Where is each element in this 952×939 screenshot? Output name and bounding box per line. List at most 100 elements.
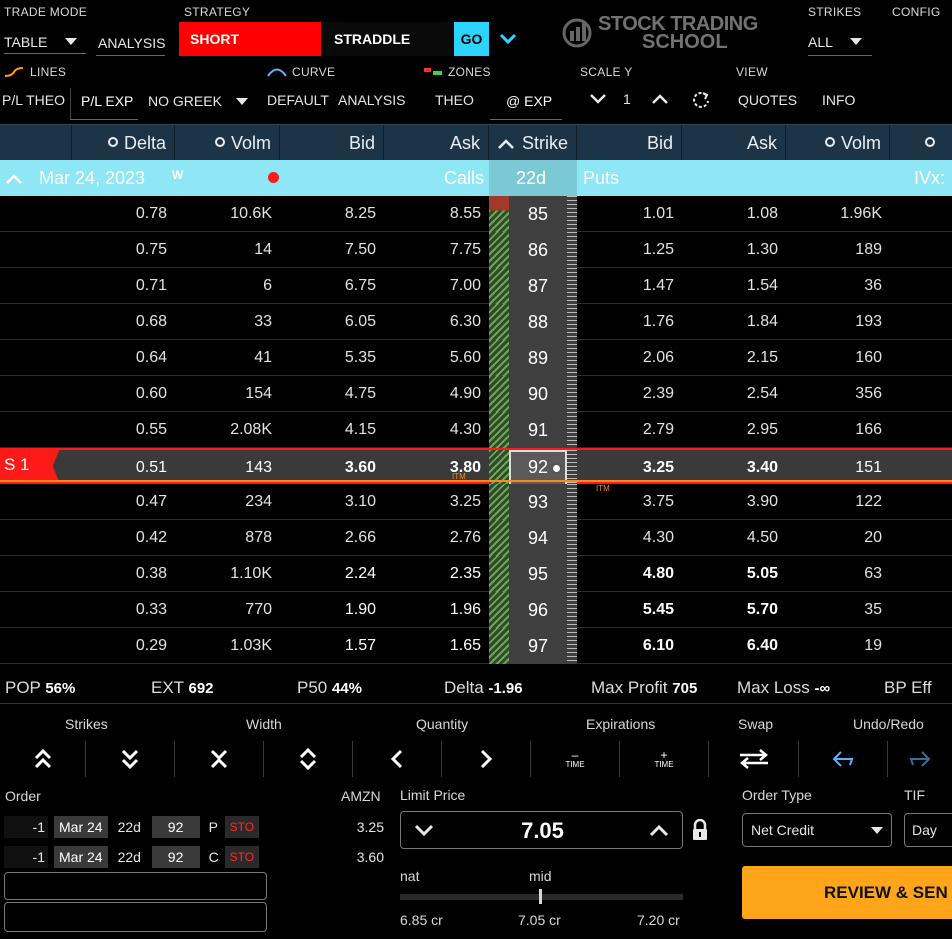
analysis-tab[interactable]: ANALYSIS <box>96 30 165 56</box>
put-ask[interactable]: 3.40 <box>746 459 778 476</box>
table-row[interactable]: 0.75 14 7.50 7.75 1.25 1.30 189 86 <box>0 232 952 268</box>
table-row[interactable]: 0.29 1.03K 1.57 1.65 6.10 6.40 19 97 <box>0 628 952 664</box>
call-ask[interactable]: 1.65 <box>449 637 481 654</box>
call-bid[interactable]: 7.50 <box>344 241 376 258</box>
table-row[interactable]: 0.33 770 1.90 1.96 5.45 5.70 35 96 <box>0 592 952 628</box>
header-put-bid[interactable]: Bid <box>577 125 682 161</box>
strike-price[interactable]: 85 <box>509 196 567 232</box>
put-bid[interactable]: 1.76 <box>642 313 674 330</box>
chevron-down-icon[interactable] <box>497 28 519 54</box>
leg-strike[interactable]: 92 <box>151 846 200 868</box>
leg-action[interactable]: STO <box>224 816 259 838</box>
call-ask[interactable]: 6.30 <box>449 313 481 330</box>
put-bid[interactable]: 2.39 <box>642 385 674 402</box>
strikes-down-button[interactable] <box>86 741 175 777</box>
width-widen-button[interactable] <box>264 741 353 777</box>
scale-up-button[interactable] <box>651 92 669 110</box>
strike-price[interactable]: 94 <box>509 520 567 556</box>
strike-price[interactable]: 95 <box>509 556 567 592</box>
greek-dropdown[interactable]: NO GREEK <box>148 90 248 112</box>
header-put-volm[interactable]: Volm <box>786 125 890 161</box>
leg-action[interactable]: STO <box>224 846 259 868</box>
table-row[interactable]: 0.78 10.6K 8.25 8.55 1.01 1.08 1.96K 85 <box>0 196 952 232</box>
call-ask[interactable]: 8.55 <box>449 205 481 222</box>
strikes-dropdown[interactable]: ALL <box>808 28 872 56</box>
call-bid[interactable]: 3.10 <box>344 493 376 510</box>
scale-down-button[interactable] <box>589 92 607 110</box>
leg-qty[interactable]: -1 <box>4 846 48 868</box>
empty-leg-slot-1[interactable] <box>4 872 267 900</box>
price-up-chevron-icon[interactable] <box>648 822 670 838</box>
leg-type[interactable]: C <box>208 849 219 865</box>
limit-price-field[interactable]: 7.05 <box>400 811 683 849</box>
strike-price[interactable]: 93 <box>509 484 567 520</box>
strikes-up-button[interactable] <box>0 741 86 777</box>
put-ask[interactable]: 4.50 <box>746 529 778 546</box>
call-bid[interactable]: 2.66 <box>344 529 376 546</box>
expiration-earlier-button[interactable]: – TIME <box>531 741 620 777</box>
header-call-bid[interactable]: Bid <box>280 125 384 161</box>
call-ask[interactable]: 3.80 <box>449 459 481 476</box>
table-row[interactable]: 0.64 41 5.35 5.60 2.06 2.15 160 89 <box>0 340 952 376</box>
reset-scale-button[interactable] <box>691 90 711 114</box>
leg-type[interactable]: P <box>208 819 218 835</box>
trade-mode-dropdown[interactable]: TABLE <box>4 30 86 54</box>
leg-strike[interactable]: 92 <box>151 816 200 838</box>
put-ask[interactable]: 1.30 <box>746 241 778 258</box>
curve-toggle[interactable]: CURVE <box>267 65 335 79</box>
put-ask[interactable]: 5.05 <box>746 565 778 582</box>
call-bid[interactable]: 8.25 <box>344 205 376 222</box>
expiration-later-button[interactable]: + TIME <box>620 741 709 777</box>
put-bid[interactable]: 4.30 <box>642 529 674 546</box>
header-strike[interactable]: Strike <box>489 125 577 161</box>
strike-price[interactable]: 89 <box>509 340 567 376</box>
put-ask[interactable]: 1.84 <box>746 313 778 330</box>
strike-price[interactable]: 97 <box>509 628 567 664</box>
theo-tab[interactable]: THEO <box>435 92 474 108</box>
limit-price-value[interactable]: 7.05 <box>521 818 564 843</box>
put-bid[interactable]: 4.80 <box>642 565 674 582</box>
put-ask[interactable]: 1.54 <box>746 277 778 294</box>
collapse-chevron-up-icon[interactable] <box>5 173 23 185</box>
price-slider-thumb[interactable] <box>539 889 542 904</box>
tif-dropdown[interactable]: Day <box>904 813 952 847</box>
call-bid[interactable]: 5.35 <box>344 349 376 366</box>
swap-button[interactable] <box>709 741 799 777</box>
analysis-button[interactable]: ANALYSIS <box>338 92 406 108</box>
pl-exp-tab[interactable]: P/L EXP <box>70 88 138 120</box>
call-bid[interactable]: 3.60 <box>344 459 376 476</box>
put-ask[interactable]: 2.54 <box>746 385 778 402</box>
put-ask[interactable]: 2.15 <box>746 349 778 366</box>
table-row[interactable]: 0.42 878 2.66 2.76 4.30 4.50 20 94 <box>0 520 952 556</box>
table-row-selected[interactable]: 0.51 143 3.60 3.80 3.25 3.40 151 92 S 1 ITM ITM <box>0 448 952 493</box>
at-exp-tab[interactable]: @ EXP <box>490 88 562 120</box>
lock-icon[interactable] <box>691 818 709 845</box>
call-ask[interactable]: 2.76 <box>449 529 481 546</box>
put-bid[interactable]: 5.45 <box>642 601 674 618</box>
call-ask[interactable]: 3.25 <box>449 493 481 510</box>
strike-price[interactable]: 87 <box>509 268 567 304</box>
call-bid[interactable]: 6.05 <box>344 313 376 330</box>
put-ask[interactable]: 1.08 <box>746 205 778 222</box>
leg-qty[interactable]: -1 <box>4 816 48 838</box>
review-and-send-button[interactable]: REVIEW & SEN <box>742 866 952 919</box>
header-put-delta[interactable]: D <box>890 125 952 189</box>
call-ask[interactable]: 1.96 <box>449 601 481 618</box>
config-button[interactable]: CONFIG <box>892 5 941 19</box>
call-ask[interactable]: 7.75 <box>449 241 481 258</box>
strike-price[interactable]: 88 <box>509 304 567 340</box>
go-button[interactable]: GO <box>454 22 489 56</box>
put-bid[interactable]: 6.10 <box>642 637 674 654</box>
leg-date[interactable]: Mar 24 <box>54 846 108 868</box>
empty-leg-slot-2[interactable] <box>4 902 267 932</box>
quotes-tab[interactable]: QUOTES <box>738 92 798 108</box>
call-ask[interactable]: 5.60 <box>449 349 481 366</box>
table-row[interactable]: 0.71 6 6.75 7.00 1.47 1.54 36 87 <box>0 268 952 304</box>
table-row[interactable]: 0.55 2.08K 4.15 4.30 2.79 2.95 166 91 <box>0 412 952 448</box>
table-row[interactable]: 0.68 33 6.05 6.30 1.76 1.84 193 88 <box>0 304 952 340</box>
put-bid[interactable]: 1.25 <box>642 241 674 258</box>
put-ask[interactable]: 3.90 <box>746 493 778 510</box>
call-bid[interactable]: 1.90 <box>344 601 376 618</box>
put-ask[interactable]: 2.95 <box>746 421 778 438</box>
strike-price[interactable]: 91 <box>509 412 567 448</box>
